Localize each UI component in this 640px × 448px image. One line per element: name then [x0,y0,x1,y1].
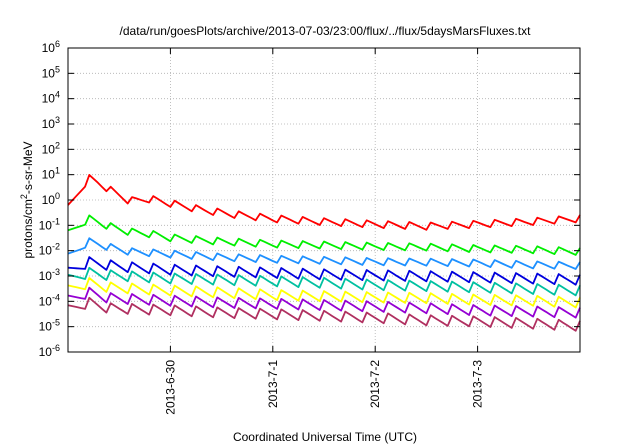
y-tick-label: 10-6 [39,343,60,359]
x-tick-labels: 2013-6-30 2013-7-1 2013-7-2 2013-7-3 [163,360,484,415]
x-tick-label: 2013-7-2 [368,360,382,408]
y-axis-label-rest: -s-sr-MeV [21,141,35,194]
y-tick-label: 10-4 [39,292,60,308]
y-tick-label: 106 [42,39,60,55]
x-tick-label: 2013-6-30 [163,360,177,415]
y-axis-label: protons/cm2-s-sr-MeV [19,141,35,258]
y-tick-label: 105 [42,64,60,80]
series-line-3 [67,237,581,270]
y-tick-label: 102 [42,140,60,156]
x-tick-label: 2013-7-1 [266,360,280,408]
y-tick-label: 10-1 [39,216,60,232]
y-tick-label: 10-2 [39,242,60,258]
y-tick-label: 104 [42,90,60,106]
series-line-1 [67,173,581,231]
y-tick-label: 10-3 [39,267,60,283]
axis-ticks [68,47,580,353]
series-line-4 [67,256,581,286]
y-axis-label-main: protons/cm [21,199,35,258]
grid-lines [68,48,580,352]
y-tick-label: 103 [42,115,60,131]
series-line-5 [67,266,581,297]
x-axis-label: Coordinated Universal Time (UTC) [233,430,417,444]
series-line-6 [67,277,581,309]
y-tick-label: 10-5 [39,318,60,334]
series-line-7 [67,286,581,319]
series-line-8 [67,296,581,332]
y-tick-label: 101 [42,166,60,182]
y-tick-label: 100 [42,191,60,207]
x-tick-label: 2013-7-3 [471,360,485,408]
series-line-2 [67,214,581,256]
series-group [67,173,581,332]
y-tick-labels: 106 105 104 103 102 101 100 10-1 10-2 10-3 10-4 10-… [39,39,60,359]
chart-title: /data/run/goesPlots/archive/2013-07-03/2… [120,24,532,38]
y-axis-label-superscript: 2 [19,194,29,199]
